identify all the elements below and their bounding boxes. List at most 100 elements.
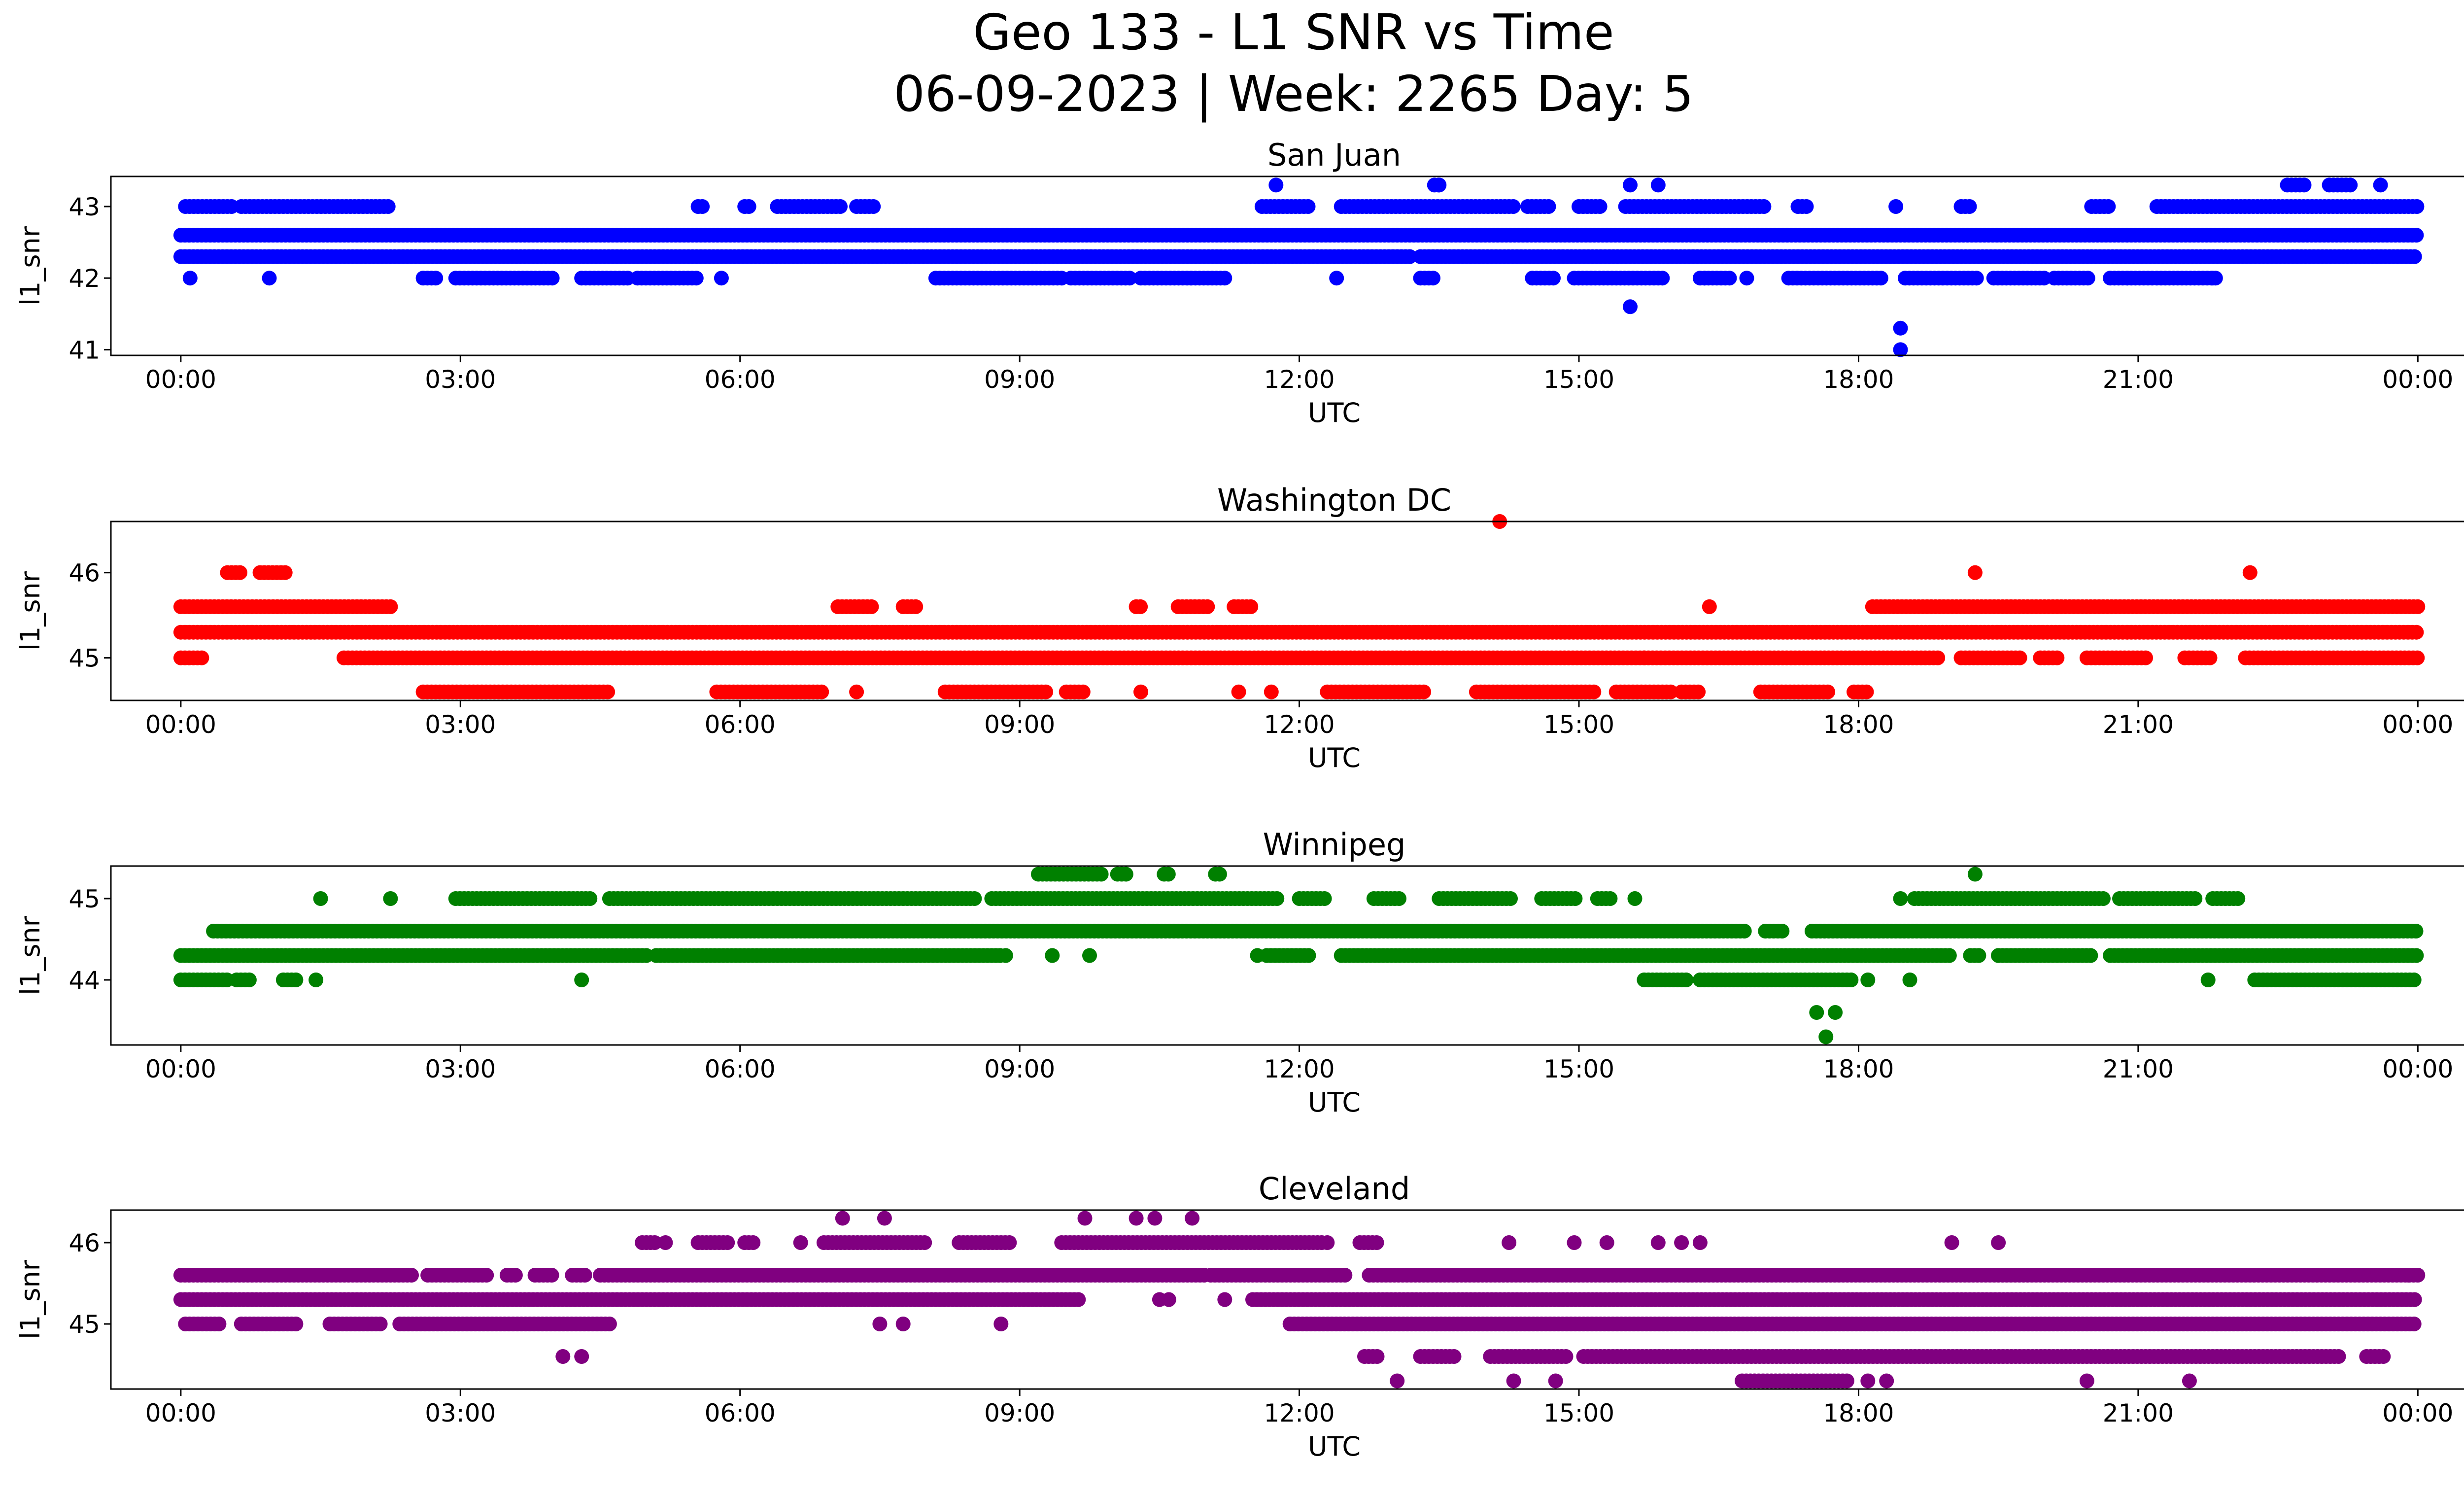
data-point [2409,948,2424,963]
x-tick-label: 09:00 [984,1055,1055,1083]
data-point [1586,684,1602,699]
x-tick-label: 06:00 [705,1055,776,1083]
data-point [1756,199,1772,214]
x-tick-label: 21:00 [2103,365,2174,394]
x-tick-label: 00:00 [2382,365,2453,394]
data-point [1301,948,1316,963]
x-tick-label: 15:00 [1543,1055,1614,1083]
data-point [1118,867,1133,882]
y-axis-label: l1_snr [15,571,46,651]
data-point [1650,177,1666,193]
data-point [1392,891,1406,906]
x-tick-label: 12:00 [1264,710,1335,739]
x-tick-label: 09:00 [984,365,1055,394]
data-point [695,199,710,214]
subplot-title-winnipeg: Winnipeg [1263,827,1406,863]
data-point [1860,973,1876,987]
data-point [849,684,864,699]
data-point [1663,684,1678,699]
data-point [1432,177,1447,193]
x-tick-label: 15:00 [1543,710,1614,739]
data-point [2242,565,2258,580]
y-tick-label: 41 [68,336,100,364]
y-axis-label: l1_snr [15,915,46,995]
data-point [1967,867,1983,882]
data-point [1930,650,1946,665]
data-point [864,599,879,614]
y-tick-label: 43 [68,193,100,221]
data-point [2296,177,2312,193]
data-point [2410,650,2425,665]
x-tick-label: 18:00 [1823,365,1894,394]
x-tick-label: 00:00 [145,365,216,394]
data-point [1045,948,1060,963]
data-point [2095,891,2111,906]
data-point [1888,199,1904,214]
data-point [1893,342,1908,357]
data-point [741,199,756,214]
data-point [2406,973,2422,987]
x-tick-label: 09:00 [984,710,1055,739]
data-point [1818,1029,1834,1044]
data-point [1820,684,1835,699]
data-point [1133,599,1148,614]
data-point [2410,599,2426,614]
data-point [1623,177,1638,193]
data-point [1739,271,1754,286]
data-point [241,973,257,987]
axes-frame [110,865,2464,1046]
data-point [1893,320,1908,336]
data-point [574,973,589,987]
data-point [1122,271,1137,286]
data-point [383,891,398,906]
data-point [1568,891,1583,906]
data-point [2407,249,2422,264]
subplot-title-washington-dc: Washington DC [1217,482,1451,518]
data-point [908,599,924,614]
data-point [1503,891,1518,906]
x-tick-label: 00:00 [145,1055,216,1083]
x-tick-label: 03:00 [425,365,496,394]
data-point [1592,199,1608,214]
x-tick-label: 12:00 [1264,365,1335,394]
data-point [967,891,982,906]
series-cleveland [173,1211,2426,1389]
data-point [1967,565,1983,580]
data-point [1873,271,1888,286]
data-point [1799,199,1814,214]
y-tick-label: 44 [68,966,100,995]
data-point [182,271,198,286]
x-tick-label: 21:00 [2103,710,2174,739]
data-point [1942,948,1957,963]
data-point [688,271,704,286]
data-point [1402,249,1417,264]
data-point [1212,867,1227,882]
x-axis-label: UTC [1308,1087,1361,1118]
y-tick-label: 45 [68,885,100,913]
data-point [1200,599,1215,614]
data-point [582,891,598,906]
data-point [2138,650,2153,665]
figure-title-line1: Geo 133 - L1 SNR vs Time [973,3,1614,61]
data-point [1094,867,1109,882]
data-point [2205,271,2221,286]
data-point [2101,199,2116,214]
data-point [1902,973,1917,987]
data-point [814,684,829,699]
data-point [1426,271,1440,286]
data-point [1416,684,1432,699]
data-point [277,565,293,580]
x-tick-label: 12:00 [1264,1055,1335,1083]
data-point [1161,867,1176,882]
axes-frame [110,175,2464,356]
data-point [313,891,328,906]
data-point [1071,1292,1086,1307]
y-tick-label: 46 [68,559,100,588]
data-point [2050,650,2065,665]
data-point [1775,924,1790,939]
data-point [998,948,1013,963]
data-point [1329,271,1344,286]
